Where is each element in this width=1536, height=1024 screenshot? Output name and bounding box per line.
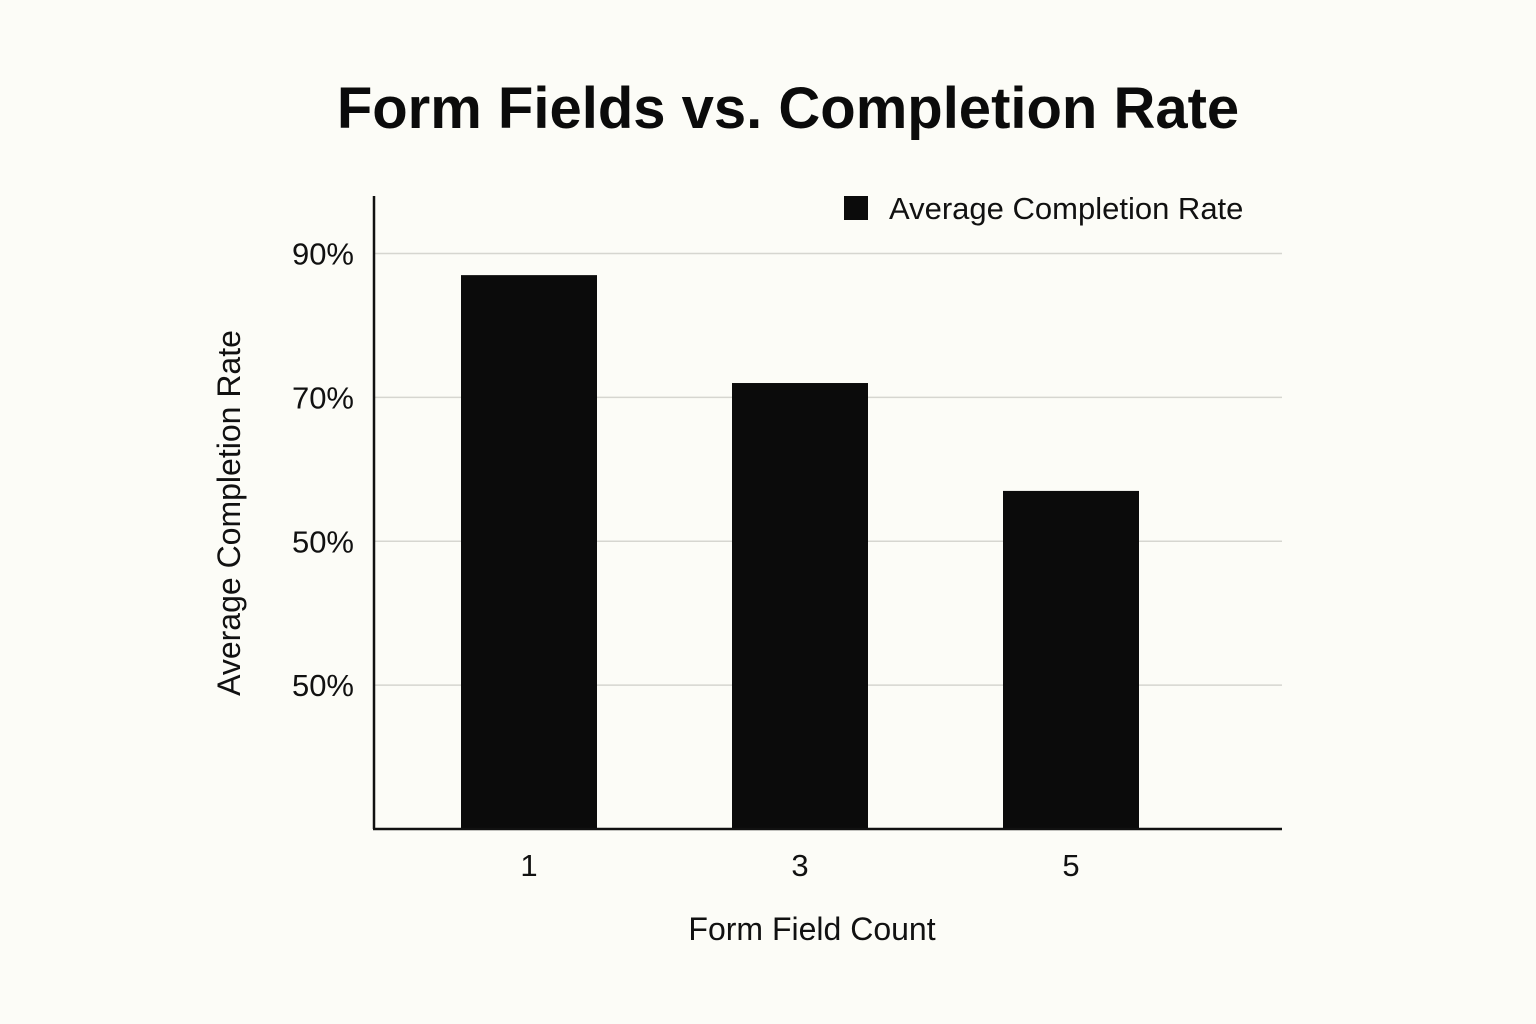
y-tick-labels: 90% 70% 50% 50% bbox=[292, 237, 354, 704]
bar-3 bbox=[732, 383, 868, 829]
x-tick-label: 5 bbox=[1062, 848, 1079, 883]
legend-swatch bbox=[844, 196, 868, 220]
y-axis-label: Average Completion Rate bbox=[211, 330, 247, 696]
bar-5 bbox=[1003, 490, 1139, 829]
x-tick-label: 3 bbox=[791, 848, 808, 883]
chart-title: Form Fields vs. Completion Rate bbox=[337, 76, 1239, 141]
x-tick-labels: 1 3 5 bbox=[520, 848, 1079, 883]
x-axis-label: Form Field Count bbox=[688, 911, 935, 947]
bar-1 bbox=[461, 275, 597, 829]
y-tick-label: 50% bbox=[292, 524, 354, 559]
y-tick-label: 70% bbox=[292, 380, 354, 415]
y-tick-label: 90% bbox=[292, 237, 354, 272]
legend: Average Completion Rate bbox=[844, 191, 1243, 226]
bars bbox=[461, 275, 1139, 829]
y-tick-label: 50% bbox=[292, 668, 354, 703]
x-tick-label: 1 bbox=[520, 848, 537, 883]
legend-label: Average Completion Rate bbox=[889, 191, 1243, 226]
